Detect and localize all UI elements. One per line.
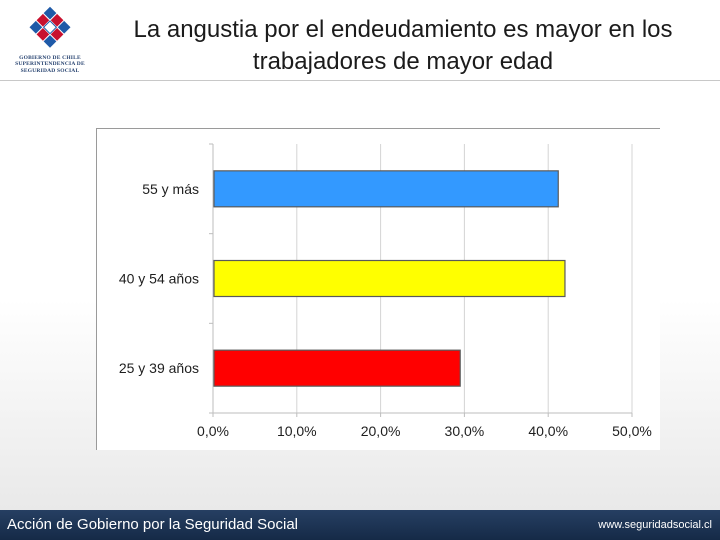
bar	[213, 259, 566, 298]
footer-website-link[interactable]: www.seguridadsocial.cl	[598, 519, 712, 531]
header-divider	[0, 80, 720, 81]
bar	[213, 349, 461, 387]
x-tick-label: 10,0%	[277, 423, 317, 439]
x-tick-label: 0,0%	[197, 423, 229, 439]
logo-line: SEGURIDAD SOCIAL	[20, 67, 80, 74]
footer-slogan: Acción de Gobierno por la Seguridad Soci…	[7, 516, 299, 533]
category-label: 25 y 39 años	[119, 360, 199, 376]
bar	[213, 170, 559, 208]
logo-line: SUPERINTENDENCIA DE	[15, 61, 85, 68]
footer-bar: Acción de Gobierno por la Seguridad Soci…	[0, 510, 720, 540]
bar-chart: 0,0% 10,0% 20,0% 30,0% 40,0% 50,0% 55 y más 40 …	[119, 143, 652, 439]
logo-emblem-icon	[29, 6, 71, 48]
title-line-2: trabajadores de mayor edad	[252, 48, 554, 75]
x-tick-label: 20,0%	[361, 423, 401, 439]
logo-line: GOBIERNO DE CHILE	[19, 55, 81, 61]
logo-text: GOBIERNO DE CHILE SUPERINTENDENCIA DE SE…	[10, 55, 90, 74]
institution-logo: GOBIERNO DE CHILE SUPERINTENDENCIA DE SE…	[10, 4, 90, 76]
x-tick-label: 40,0%	[528, 423, 568, 439]
x-tick-label: 30,0%	[445, 423, 485, 439]
category-label: 55 y más	[142, 181, 199, 197]
slide-title: La angustia por el endeudamiento es mayo…	[86, 14, 720, 78]
chart-panel: 0,0% 10,0% 20,0% 30,0% 40,0% 50,0% 55 y más 40 …	[96, 128, 660, 450]
category-label: 40 y 54 años	[119, 271, 199, 287]
title-line-1: La angustia por el endeudamiento es mayo…	[133, 16, 673, 43]
x-tick-label: 50,0%	[612, 423, 652, 439]
